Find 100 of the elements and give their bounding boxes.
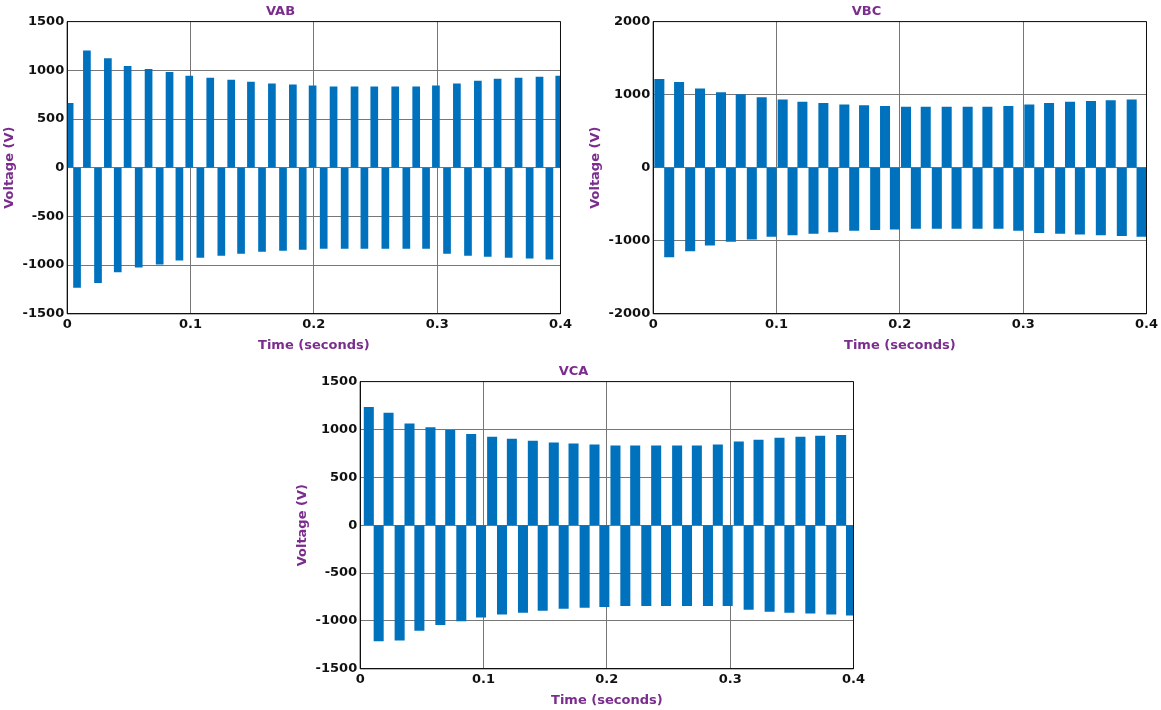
x-tick-label: 0.2 (595, 670, 619, 686)
bar (641, 525, 652, 606)
x-tick-label: 0.3 (1011, 315, 1035, 331)
bar (432, 85, 440, 168)
bar (464, 167, 472, 256)
y-axis-title: Voltage (V) (294, 484, 310, 567)
bar (517, 525, 528, 613)
bar (795, 436, 806, 526)
bar (445, 430, 456, 526)
bar (920, 106, 931, 168)
bar (685, 167, 696, 252)
x-tick-label: 0.4 (1134, 315, 1158, 331)
bar (381, 167, 390, 249)
bar (1085, 100, 1097, 168)
bar (370, 86, 379, 168)
x-tick-label: 0.4 (548, 315, 572, 331)
bar (1105, 100, 1116, 168)
bar (870, 167, 881, 231)
bar (506, 438, 517, 526)
bar (435, 525, 446, 626)
bar (402, 167, 411, 249)
bar (1055, 167, 1066, 234)
y-tick-label: 1500 (320, 372, 358, 388)
bar (743, 525, 754, 610)
bar (383, 412, 394, 526)
bar (425, 427, 436, 526)
bar (839, 104, 850, 168)
bar (695, 88, 706, 168)
bar (889, 167, 900, 230)
bar (73, 167, 81, 288)
bar (733, 441, 744, 526)
y-axis-title: Voltage (V) (587, 126, 603, 209)
bar (466, 433, 477, 526)
bar (1034, 167, 1045, 234)
bar (483, 167, 492, 257)
y-tick-label: 1500 (27, 12, 65, 28)
y-tick-label: 0 (55, 159, 65, 175)
y-tick-label: 2000 (613, 12, 651, 28)
bar (654, 78, 665, 168)
bar (155, 167, 164, 265)
bar (443, 167, 451, 254)
bar (350, 86, 359, 168)
bar (836, 434, 847, 526)
bar (1136, 167, 1147, 237)
bar (123, 66, 132, 168)
bar (504, 167, 513, 258)
y-axis-title: Voltage (V) (1, 126, 17, 209)
bar (113, 167, 122, 273)
bar (289, 84, 297, 168)
bar (247, 81, 255, 168)
bar (702, 525, 713, 606)
bar (545, 167, 554, 260)
bar (134, 167, 143, 268)
bar (664, 167, 675, 258)
bar (826, 525, 837, 615)
bar (340, 167, 349, 249)
bar (880, 106, 891, 168)
bar (900, 106, 912, 168)
y-tick-label: 1000 (320, 420, 358, 436)
bar (756, 97, 767, 168)
bar (1116, 167, 1127, 236)
y-tick-label: -1000 (608, 232, 651, 248)
bar (94, 167, 102, 283)
bar (391, 86, 400, 168)
bar (910, 167, 921, 229)
bar (104, 58, 112, 168)
bar (537, 525, 548, 611)
bar (931, 167, 942, 229)
x-axis-title: Time (seconds) (258, 336, 370, 352)
bar (630, 445, 641, 526)
y-tick-label: -1500 (315, 660, 358, 676)
bar (474, 80, 482, 168)
bar (1024, 104, 1035, 168)
bar (558, 525, 569, 609)
x-tick-label: 0.4 (841, 670, 865, 686)
bar (951, 167, 962, 229)
bar (610, 445, 621, 526)
bar (237, 167, 245, 254)
bar (525, 167, 534, 259)
bar (476, 525, 487, 618)
bar (746, 167, 757, 240)
bar (828, 167, 839, 233)
y-tick-label: 0 (641, 159, 651, 175)
bar (725, 167, 736, 242)
y-tick-label: 1000 (27, 61, 65, 77)
y-tick-label: 0 (348, 516, 358, 532)
x-tick-label: 0.1 (764, 315, 789, 331)
bar (527, 440, 538, 526)
bar (691, 445, 702, 526)
bar (196, 167, 205, 258)
bar (268, 83, 276, 168)
x-tick-label: 0.2 (302, 315, 326, 331)
bar (329, 86, 338, 168)
bar (1074, 167, 1085, 235)
bar (514, 77, 523, 168)
bar (319, 167, 328, 249)
bar (493, 78, 502, 168)
bar (487, 436, 498, 526)
x-axis-title: Time (seconds) (551, 691, 663, 707)
bar (456, 525, 467, 622)
